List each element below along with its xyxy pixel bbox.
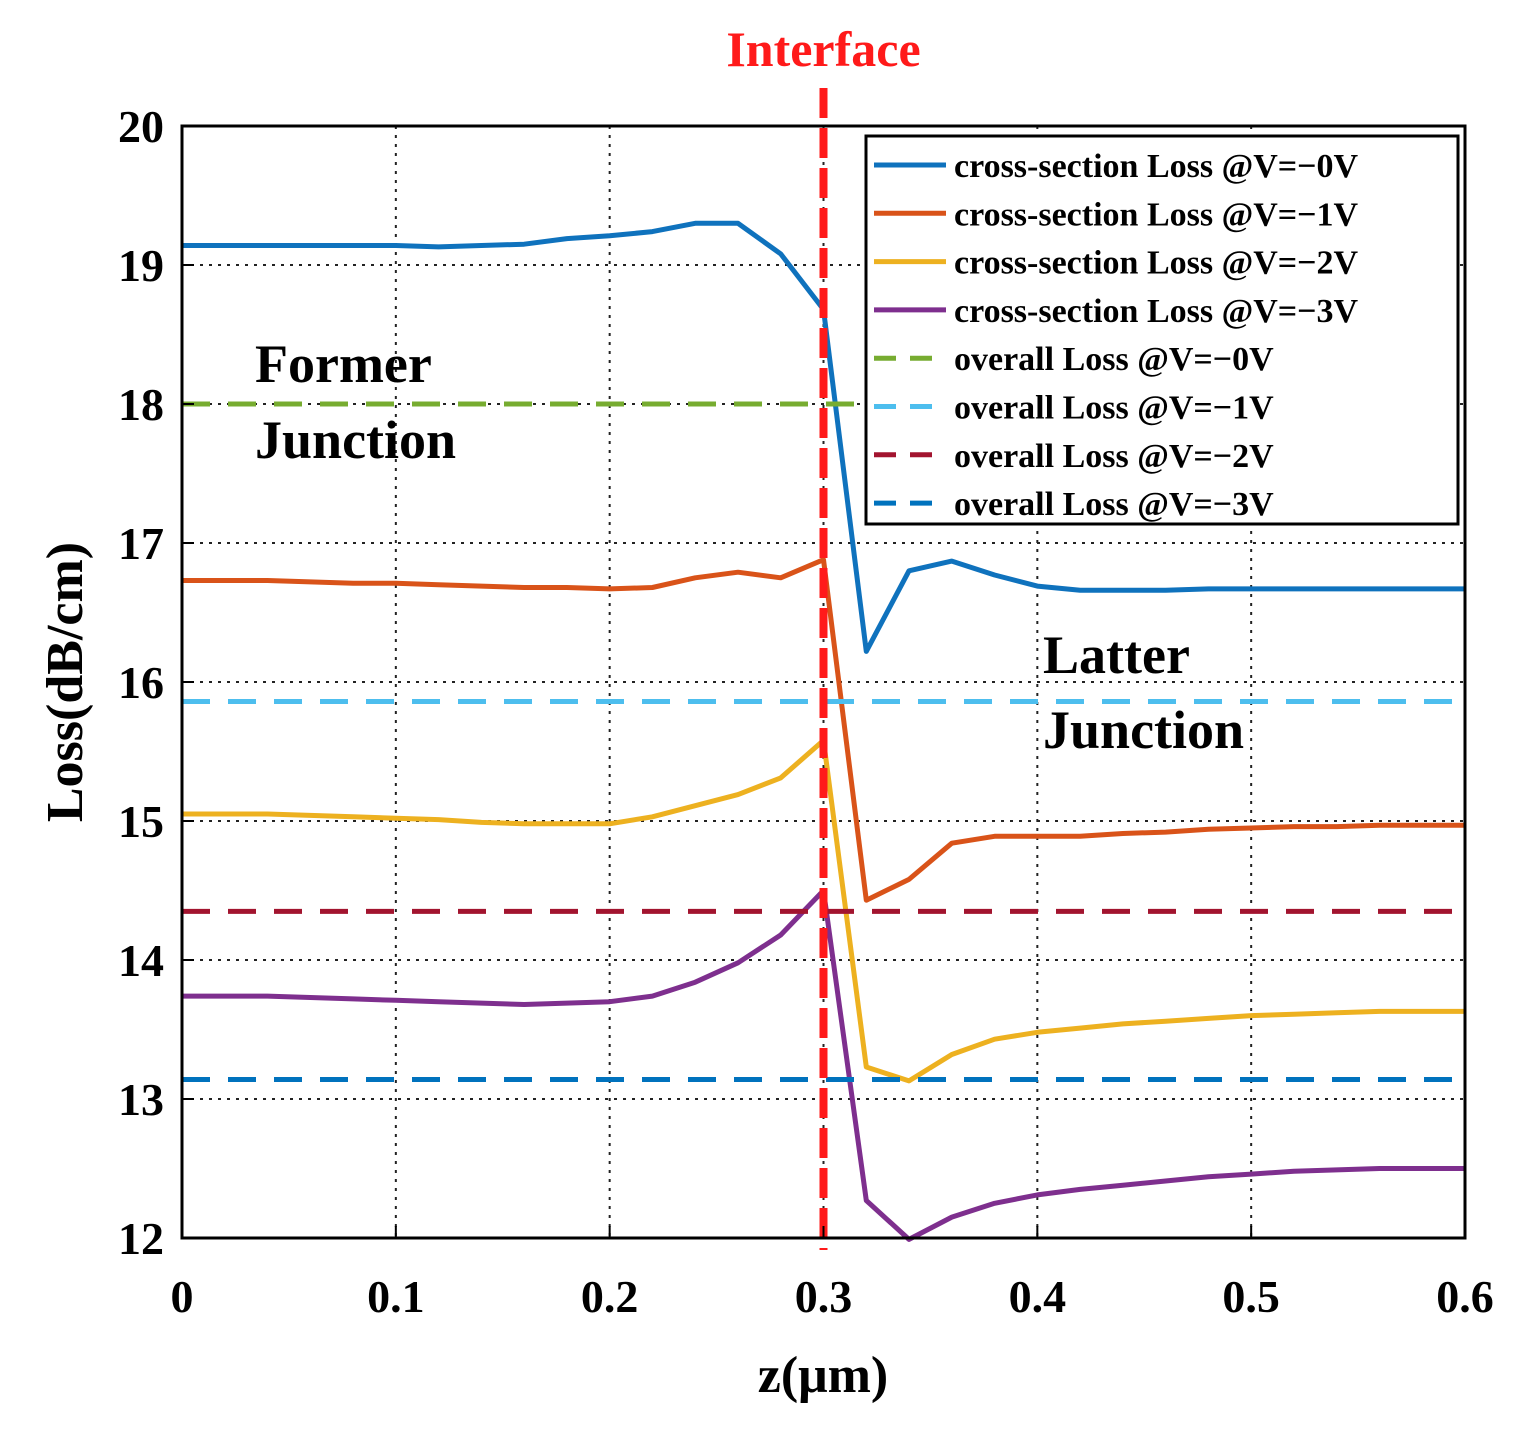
series-line-2 (182, 557, 1465, 903)
x-tick-label: 0.5 (1222, 1271, 1280, 1322)
y-tick-label: 18 (118, 379, 164, 430)
x-tick-label: 0.3 (795, 1271, 853, 1322)
legend-label: overall Loss @V=−0V (954, 341, 1274, 378)
x-tick-label: 0.1 (367, 1271, 425, 1322)
legend-label: cross-section Loss @V=−0V (954, 148, 1359, 185)
x-tick-label: 0.4 (1009, 1271, 1067, 1322)
x-tick-label: 0.2 (581, 1271, 639, 1322)
former-junction-line2: Junction (255, 410, 456, 470)
legend-label: cross-section Loss @V=−1V (954, 196, 1359, 233)
y-tick-label: 15 (118, 796, 164, 847)
y-tick-label: 20 (118, 101, 164, 152)
legend-label: overall Loss @V=−2V (954, 438, 1274, 475)
legend-label: cross-section Loss @V=−3V (954, 293, 1359, 330)
legend: cross-section Loss @V=−0V cross-section L… (864, 134, 1460, 526)
legend-label: cross-section Loss @V=−2V (954, 245, 1359, 282)
former-junction-line1: Former (255, 334, 432, 394)
y-tick-label: 16 (118, 657, 164, 708)
legend-label: overall Loss @V=−1V (954, 390, 1274, 427)
axis-ticks: 0 0.1 0.2 0.3 0.4 0.5 0.6 12 13 14 15 16 17 18 19 20 (118, 101, 1494, 1322)
y-axis-label: Loss(dB/cm) (37, 542, 94, 822)
x-tick-label: 0 (171, 1271, 194, 1322)
x-axis-label: z(μm) (758, 1347, 889, 1404)
y-tick-label: 12 (118, 1213, 164, 1264)
legend-box (864, 134, 1460, 526)
interface-marker: Interface (726, 21, 921, 1250)
y-tick-label: 14 (118, 935, 164, 986)
junction-annotations: Former Junction Latter Junction (255, 334, 1244, 760)
y-tick-label: 13 (118, 1074, 164, 1125)
y-tick-label: 19 (118, 240, 164, 291)
latter-junction-line2: Junction (1043, 700, 1244, 760)
interface-label: Interface (726, 21, 920, 77)
x-tick-label: 0.6 (1436, 1271, 1494, 1322)
legend-label: overall Loss @V=−3V (954, 486, 1274, 523)
y-tick-label: 17 (118, 518, 164, 569)
latter-junction-line1: Latter (1043, 625, 1190, 685)
